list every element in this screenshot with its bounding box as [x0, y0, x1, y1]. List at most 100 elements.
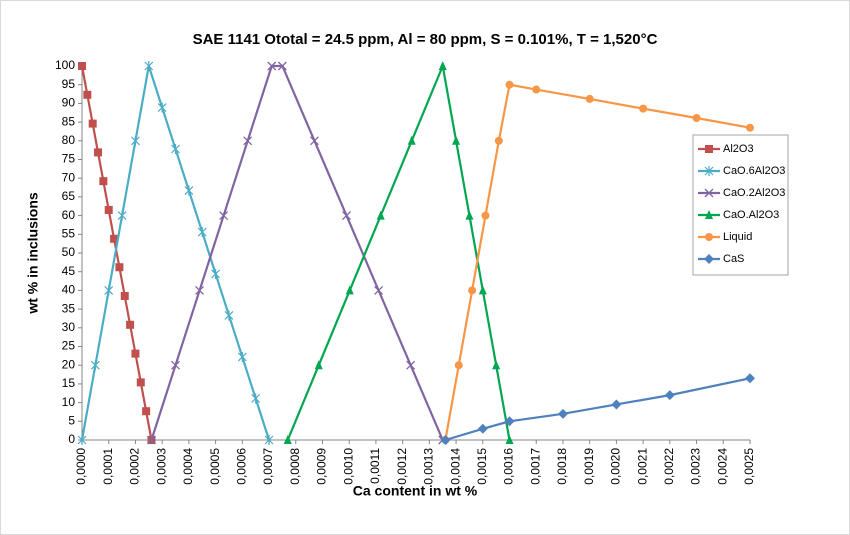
x-tick-label: 0,0013	[422, 448, 436, 485]
marker	[283, 435, 292, 444]
x-tick-label: 0,0016	[502, 448, 516, 485]
legend-label: Al2O3	[723, 143, 754, 155]
marker	[77, 435, 87, 445]
y-tick-label: 65	[62, 189, 76, 203]
y-tick-label: 10	[62, 395, 76, 409]
marker	[120, 292, 129, 301]
x-tick-label: 0,0024	[715, 448, 729, 485]
y-axis-title: wt % in inclusions	[25, 192, 41, 315]
marker	[746, 123, 754, 132]
y-tick-label: 0	[68, 432, 75, 446]
y-tick-label: 75	[62, 152, 76, 166]
x-tick-label: 0,0007	[261, 448, 275, 485]
y-tick-label: 80	[62, 133, 76, 147]
marker	[438, 61, 447, 70]
x-tick-label: 0,0005	[208, 448, 222, 485]
chart-title: SAE 1141 Ototal = 24.5 ppm, Al = 80 ppm,…	[193, 31, 658, 48]
y-tick-label: 25	[62, 339, 76, 353]
marker	[126, 320, 135, 329]
marker	[407, 135, 416, 145]
x-axis-title: Ca content in wt %	[353, 483, 478, 499]
marker	[144, 61, 154, 71]
x-tick-label: 0,0002	[128, 448, 142, 485]
marker	[477, 423, 488, 434]
marker	[376, 210, 385, 220]
marker	[104, 285, 114, 296]
marker	[585, 94, 594, 103]
marker	[195, 285, 205, 295]
y-tick-label: 50	[62, 245, 76, 259]
marker	[237, 351, 247, 362]
x-tick-label: 0,0000	[74, 448, 88, 485]
y-tick-label: 60	[62, 208, 76, 222]
y-tick-label: 40	[62, 283, 76, 297]
marker	[494, 136, 503, 145]
marker	[157, 102, 167, 113]
marker	[243, 136, 253, 146]
marker	[481, 211, 490, 220]
marker	[532, 85, 541, 94]
x-tick-label: 0,0004	[181, 448, 195, 485]
x-tick-label: 0,0023	[689, 448, 703, 485]
marker	[505, 80, 514, 89]
marker	[136, 378, 145, 387]
y-tick-label: 45	[62, 264, 76, 278]
marker	[374, 285, 384, 295]
marker	[88, 119, 97, 128]
y-tick-label: 55	[62, 226, 76, 240]
marker	[99, 177, 108, 186]
x-tick-label: 0,0006	[234, 448, 248, 485]
marker	[171, 144, 180, 155]
marker	[115, 263, 124, 272]
marker	[705, 233, 713, 241]
marker	[142, 407, 151, 416]
y-tick-label: 20	[62, 357, 76, 371]
marker	[478, 285, 487, 295]
marker	[131, 135, 140, 146]
marker	[440, 435, 451, 445]
legend-label: CaO.Al2O3	[723, 209, 779, 221]
x-tick-label: 0,0022	[662, 448, 676, 485]
y-tick-label: 95	[62, 77, 76, 91]
y-tick-label: 90	[62, 96, 76, 110]
legend-label: CaS	[723, 253, 744, 265]
marker	[611, 399, 622, 410]
marker	[704, 254, 714, 264]
marker	[452, 135, 461, 145]
marker	[110, 234, 119, 243]
marker	[705, 145, 713, 153]
y-tick-label: 85	[62, 114, 76, 128]
marker	[147, 435, 156, 445]
y-tick-label: 100	[55, 58, 75, 72]
marker	[90, 360, 100, 371]
marker	[251, 393, 261, 404]
marker	[211, 268, 221, 279]
x-tick-label: 0,0015	[475, 448, 489, 485]
x-tick-label: 0,0012	[395, 448, 409, 485]
legend-label: CaO.6Al2O3	[723, 165, 785, 177]
marker	[639, 104, 648, 113]
marker	[504, 416, 515, 427]
marker	[78, 62, 86, 70]
marker	[310, 136, 319, 146]
marker	[171, 360, 180, 370]
marker	[264, 435, 274, 445]
x-tick-label: 0,0003	[154, 448, 168, 485]
x-tick-label: 0,0011	[368, 448, 382, 484]
marker	[267, 61, 277, 71]
marker	[505, 435, 514, 444]
x-tick-label: 0,0001	[101, 448, 115, 485]
x-tick-label: 0,0010	[341, 448, 355, 485]
legend-label: CaO.2Al2O3	[723, 187, 785, 199]
x-tick-label: 0,0021	[635, 448, 649, 485]
x-tick-label: 0,0014	[448, 448, 462, 485]
x-tick-label: 0,0009	[315, 448, 329, 485]
y-tick-label: 30	[62, 320, 76, 334]
y-tick-label: 15	[62, 376, 76, 390]
marker	[94, 148, 103, 157]
marker	[704, 188, 714, 198]
series-line	[150, 64, 444, 441]
marker	[745, 373, 755, 384]
marker	[197, 227, 207, 238]
